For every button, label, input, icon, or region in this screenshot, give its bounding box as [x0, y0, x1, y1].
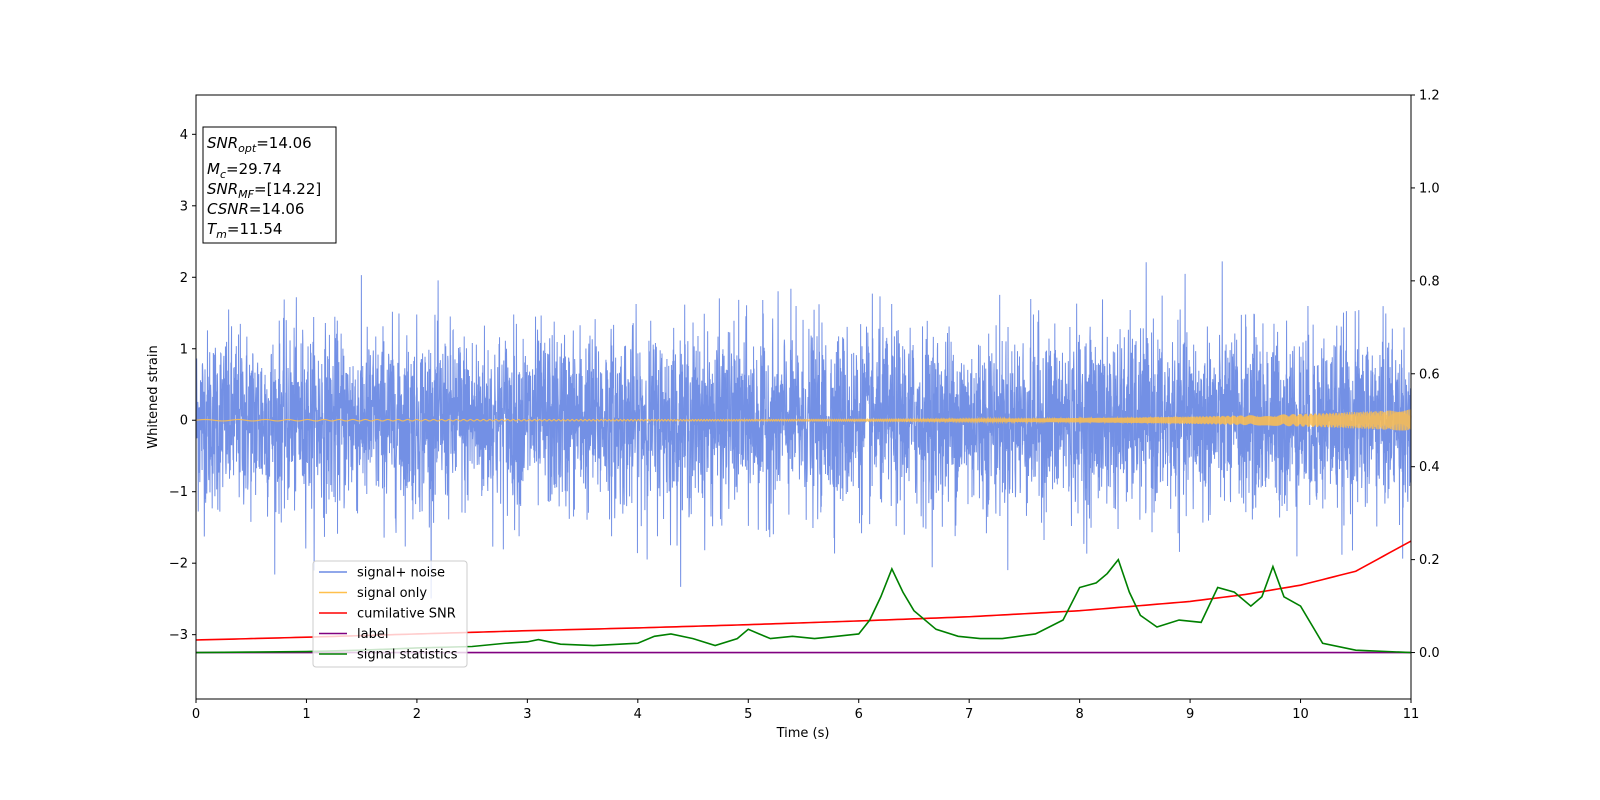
legend-label: cumilative SNR	[357, 607, 456, 622]
annotation-line: SNRMF=[14.22]	[207, 180, 321, 201]
y-right-tick-label: 1.0	[1419, 181, 1440, 196]
y-left-tick-label: 1	[180, 342, 188, 357]
x-tick-label: 1	[302, 707, 310, 722]
legend-label: label	[357, 627, 388, 642]
x-tick-label: 6	[855, 707, 863, 722]
legend-label: signal statistics	[357, 648, 458, 663]
x-tick-label: 2	[413, 707, 421, 722]
x-ticks: 0 1 2 3 4 5 6 7 8 9 10 11	[192, 699, 1419, 722]
legend-frame	[312, 560, 468, 668]
y-left-tick-label: 2	[180, 271, 188, 286]
legend-label: signal+ noise	[357, 566, 445, 581]
y-left-tick-label: 4	[180, 128, 188, 143]
y-left-ticks: −3 −2 −1 0 1 2 3 4	[169, 128, 196, 643]
y-right-tick-label: 0.0	[1419, 646, 1440, 661]
x-tick-label: 4	[634, 707, 642, 722]
legend: signal+ noise signal only cumilative SNR la…	[312, 560, 468, 668]
y-right-tick-label: 0.4	[1419, 460, 1440, 475]
annotation-line: CSNR=14.06	[207, 200, 304, 218]
axes-frame	[195, 94, 1412, 700]
legend-label: signal only	[357, 586, 427, 601]
y-left-tick-label: 0	[180, 414, 188, 429]
x-tick-label: 11	[1403, 707, 1420, 722]
x-tick-label: 9	[1186, 707, 1194, 722]
x-tick-label: 0	[192, 707, 200, 722]
series-signal-only	[195, 409, 1412, 431]
y-right-tick-label: 0.8	[1419, 274, 1440, 289]
x-tick-label: 10	[1292, 707, 1309, 722]
x-tick-label: 3	[523, 707, 531, 722]
series-signal-statistics	[195, 557, 1412, 654]
annotation-frame	[202, 126, 337, 244]
y-right-ticks: 0.0 0.2 0.4 0.6 0.8 1.0 1.2	[1411, 89, 1440, 661]
annotation-line: Tm=11.54	[207, 220, 282, 241]
y-axis-label: Whitened strain	[146, 345, 161, 448]
annotation-box: SNRopt=14.06 Mc=29.74SNRMF=[14.22]CSNR=14…	[202, 126, 337, 244]
series-signal-noise	[195, 261, 1412, 599]
x-tick-label: 8	[1075, 707, 1083, 722]
y-left-tick-label: −1	[169, 485, 188, 500]
y-right-tick-label: 0.2	[1419, 553, 1440, 568]
annotation-line: Mc=29.74	[207, 160, 282, 181]
y-right-tick-label: 1.2	[1419, 89, 1440, 104]
y-left-tick-label: −3	[169, 628, 188, 643]
y-left-tick-label: 3	[180, 199, 188, 214]
x-tick-label: 7	[965, 707, 973, 722]
y-left-tick-label: −2	[169, 557, 188, 572]
y-right-tick-label: 0.6	[1419, 367, 1440, 382]
x-tick-label: 5	[744, 707, 752, 722]
annotation-line: SNRopt=14.06	[207, 134, 312, 155]
x-axis-label: Time (s)	[776, 726, 830, 741]
